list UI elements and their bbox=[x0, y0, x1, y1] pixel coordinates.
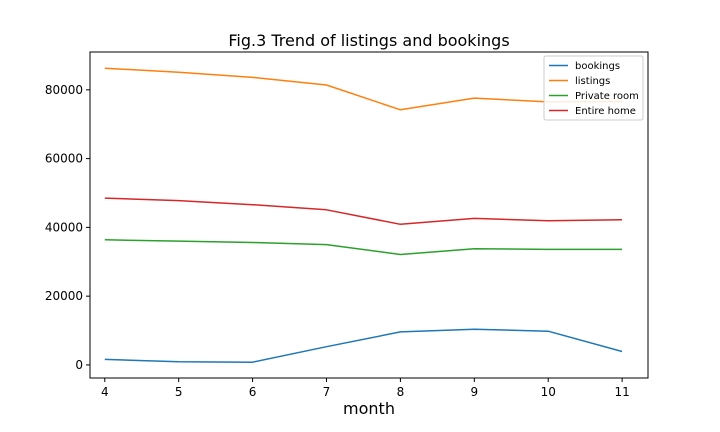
legend-label: listings bbox=[575, 76, 610, 87]
x-tick-label: 4 bbox=[101, 385, 109, 399]
series-line-1 bbox=[104, 67, 623, 111]
x-tick-label: 10 bbox=[541, 385, 556, 399]
x-axis-label: month bbox=[343, 399, 395, 418]
legend-box bbox=[543, 55, 644, 121]
x-tick-label: 6 bbox=[249, 385, 257, 399]
x-axis: 4 5 6 7 8 9 10 11 bbox=[101, 378, 630, 399]
x-tick-label: 11 bbox=[614, 385, 629, 399]
legend-label: Entire home bbox=[575, 106, 636, 117]
y-tick-label: 40000 bbox=[45, 220, 83, 234]
legend-label: bookings bbox=[575, 61, 620, 72]
x-tick-label: 5 bbox=[175, 385, 183, 399]
y-axis: 0 20000 40000 60000 80000 bbox=[45, 83, 90, 372]
y-tick-label: 60000 bbox=[45, 152, 83, 166]
y-tick-label: 20000 bbox=[45, 289, 83, 303]
x-tick-label: 7 bbox=[323, 385, 331, 399]
x-tick-label: 9 bbox=[470, 385, 478, 399]
plot-frame bbox=[89, 51, 649, 379]
y-tick-label: 80000 bbox=[45, 83, 83, 97]
x-tick-label: 8 bbox=[397, 385, 405, 399]
series-line-3 bbox=[104, 197, 623, 226]
legend-label: Private room bbox=[575, 91, 639, 102]
plot-lines bbox=[104, 67, 623, 363]
legend: bookings listings Private room Entire home bbox=[543, 55, 644, 121]
series-line-2 bbox=[104, 239, 623, 256]
chart-title: Fig.3 Trend of listings and bookings bbox=[228, 31, 509, 50]
series-line-0 bbox=[104, 328, 623, 363]
y-tick-label: 0 bbox=[75, 358, 83, 372]
